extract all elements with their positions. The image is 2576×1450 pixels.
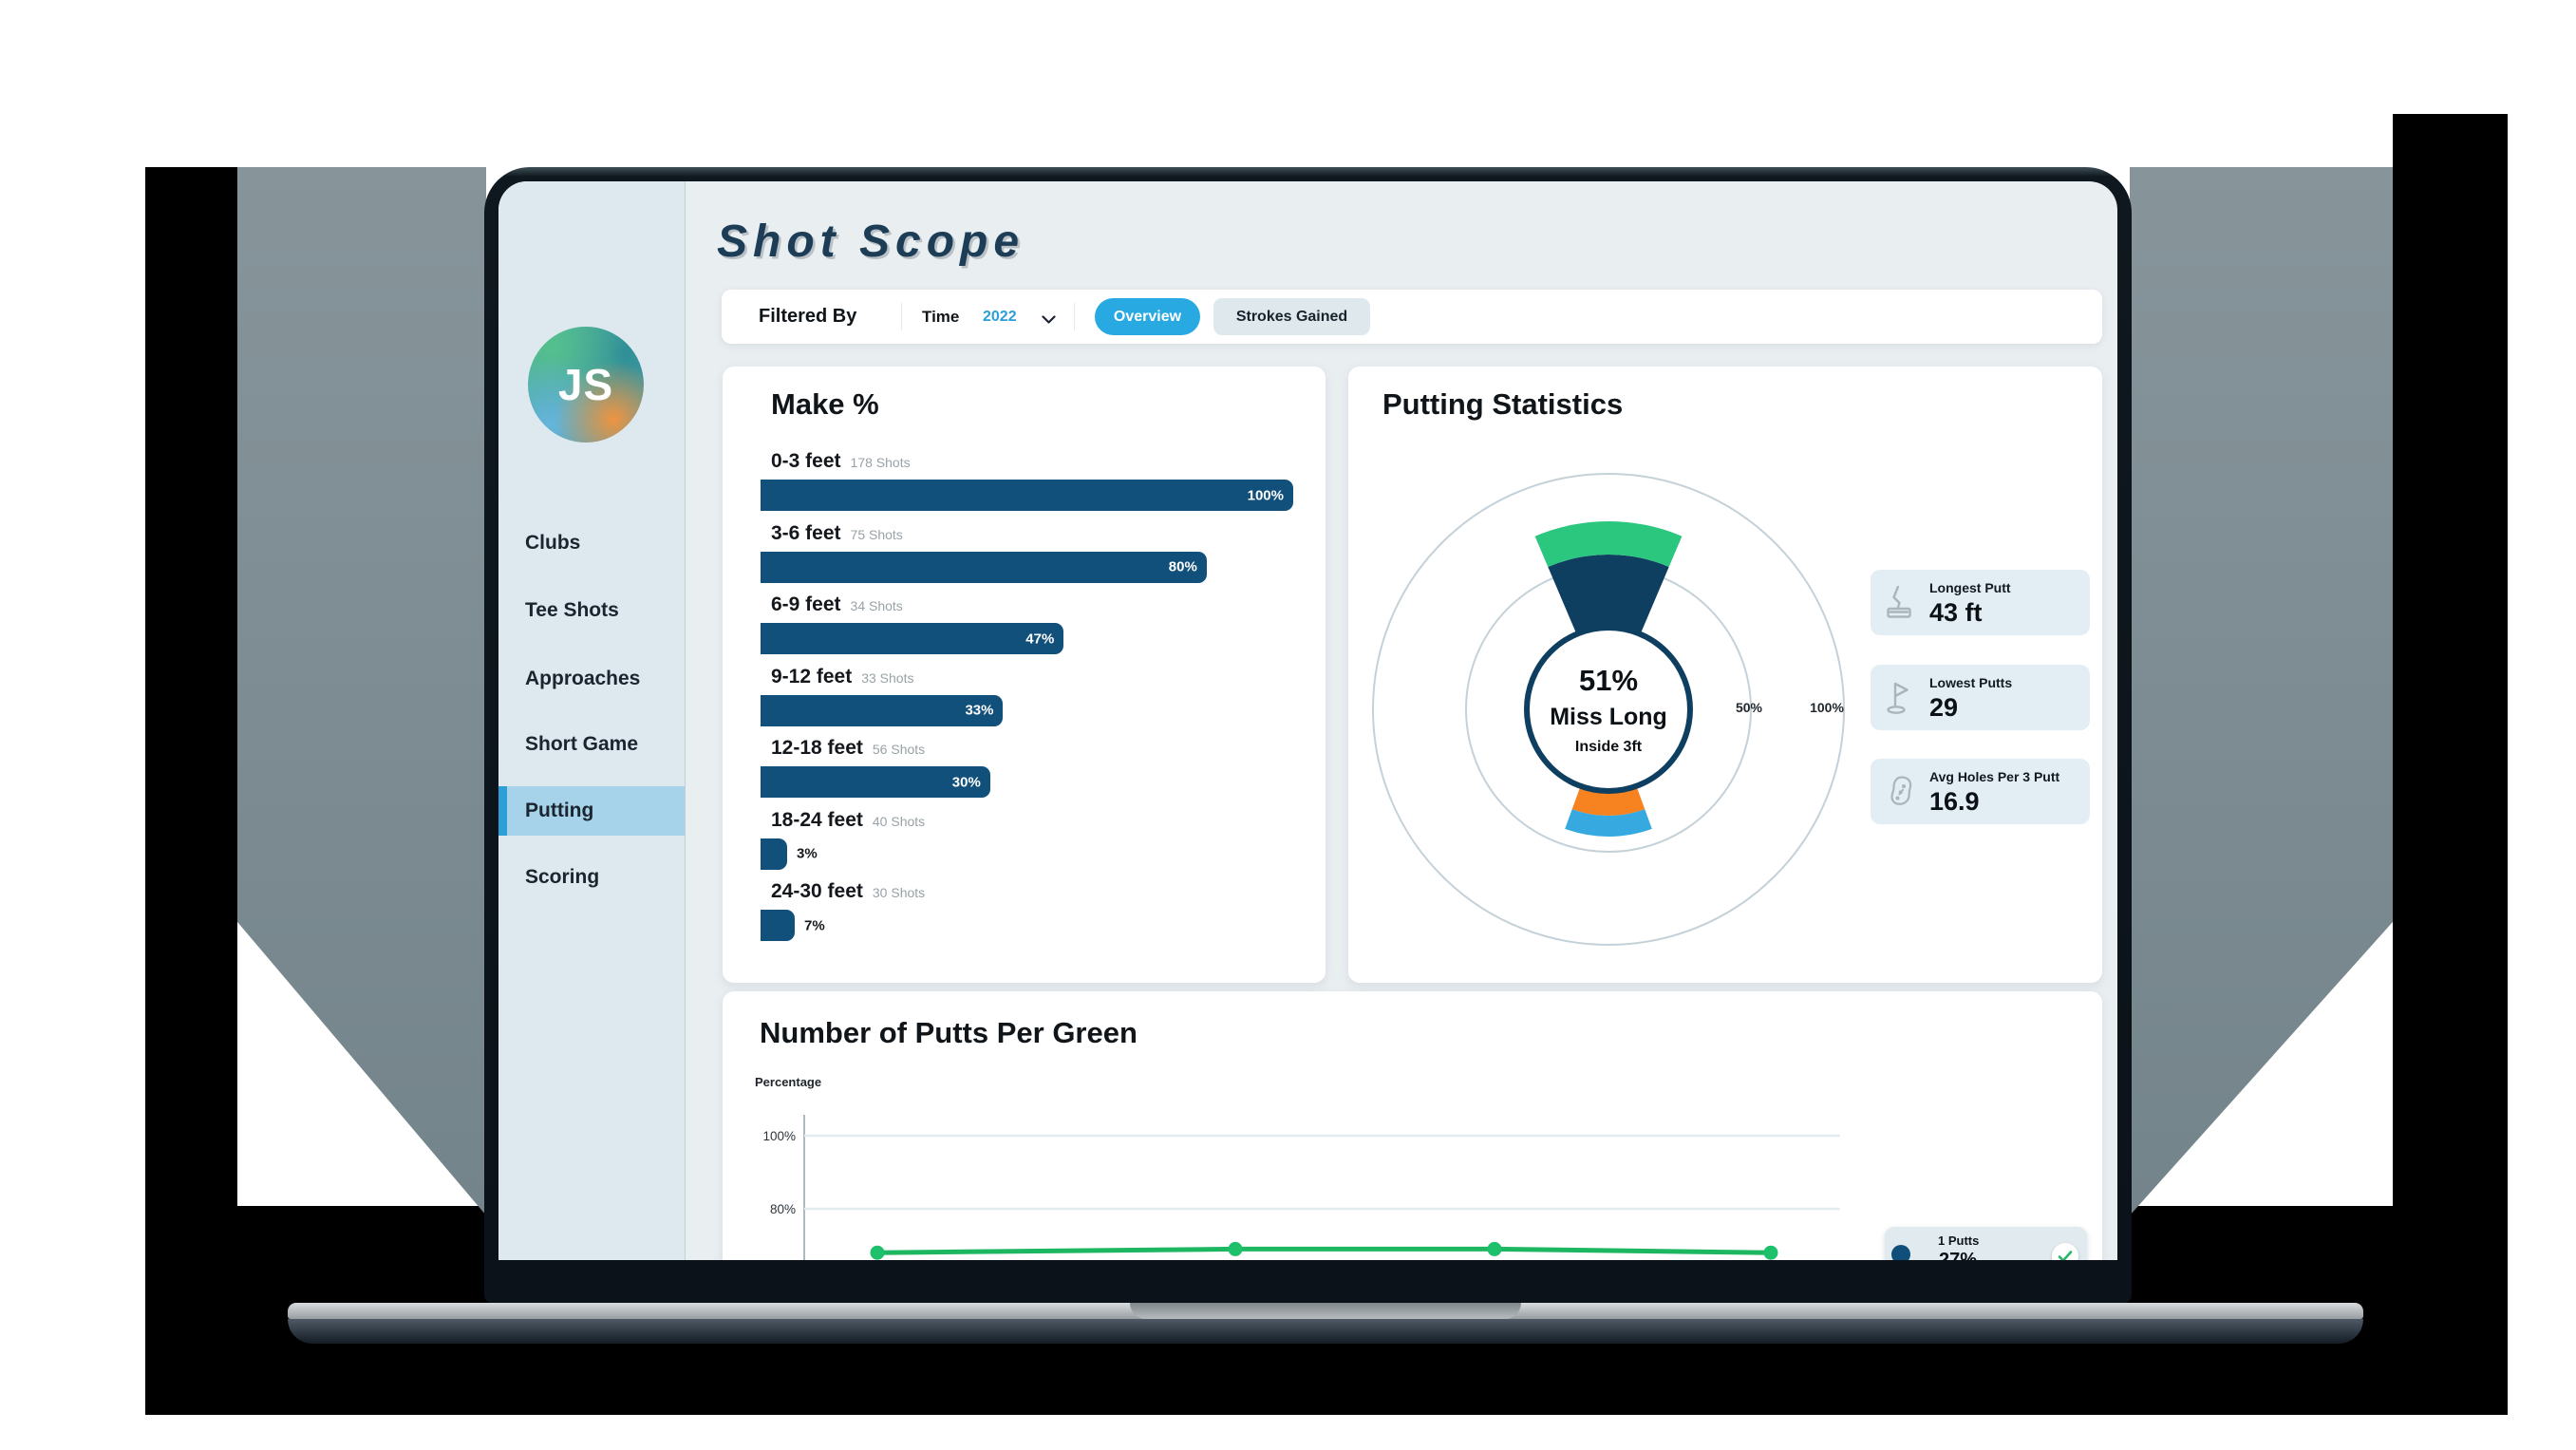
bar-shots-count: 178 Shots bbox=[850, 455, 911, 470]
bar-value-label: 47% bbox=[1025, 631, 1055, 647]
sidebar-item-tee-shots[interactable]: Tee Shots bbox=[525, 599, 619, 621]
brand-logo: Shot Scope bbox=[717, 217, 1025, 267]
make-bar-row-12-18-feet: 12-18 feet 56 Shots 30% bbox=[723, 737, 1326, 803]
putting-statistics-title: Putting Statistics bbox=[1382, 387, 1624, 421]
laptop-base-notch bbox=[1130, 1303, 1521, 1319]
bar-shots-count: 30 Shots bbox=[872, 885, 926, 900]
sidebar-item-approaches[interactable]: Approaches bbox=[525, 668, 641, 689]
bar-9-12-feet: 33% bbox=[761, 694, 1004, 726]
bar-shots-count: 56 Shots bbox=[872, 742, 926, 757]
bar-value-label: 30% bbox=[951, 774, 981, 790]
check-icon bbox=[2058, 1250, 2073, 1260]
sidebar-item-short-game[interactable]: Short Game bbox=[525, 733, 639, 755]
bar-range-label: 6-9 feet 34 Shots bbox=[771, 593, 903, 615]
y-axis-title: Percentage bbox=[755, 1075, 822, 1089]
bar-range-label: 3-6 feet 75 Shots bbox=[771, 521, 903, 544]
bar-value-label: 80% bbox=[1168, 558, 1197, 575]
gauge-center-sublabel: Inside 3ft bbox=[1575, 739, 1643, 755]
bar-3-6-feet: 80% bbox=[761, 551, 1207, 583]
putter-icon bbox=[1882, 583, 1920, 621]
sidebar-item-clubs[interactable]: Clubs bbox=[525, 532, 581, 554]
gauge-center-label: Miss Long bbox=[1550, 704, 1667, 730]
putts-per-green-panel: Number of Putts Per Green Percentage 100… bbox=[723, 991, 2102, 1260]
make-bar-row-0-3-feet: 0-3 feet 178 Shots 100% bbox=[723, 450, 1326, 517]
legend-toggle-checkbox[interactable] bbox=[2052, 1243, 2078, 1260]
divider bbox=[901, 303, 902, 330]
putting-statistics-panel: Putting Statistics 51% Miss Long Inside 3f… bbox=[1348, 367, 2102, 983]
time-label: Time bbox=[922, 307, 960, 326]
bar-6-9-feet: 47% bbox=[761, 623, 1064, 654]
bar-0-3-feet: 100% bbox=[761, 480, 1293, 511]
avatar[interactable]: JS bbox=[528, 327, 644, 443]
make-bar-row-3-6-feet: 3-6 feet 75 Shots 80% bbox=[723, 522, 1326, 589]
bar-18-24-feet: 3% bbox=[761, 838, 818, 870]
bar-shots-count: 33 Shots bbox=[861, 669, 914, 686]
stat-label: Avg Holes Per 3 Putt bbox=[1929, 769, 2060, 784]
stat-card-avg-holes-per-3-putt: Avg Holes Per 3 Putt 16.9 bbox=[1871, 759, 2090, 824]
bar-range-label: 18-24 feet 40 Shots bbox=[771, 808, 926, 831]
y-axis-tick: 100% bbox=[762, 1129, 796, 1143]
bar-shots-count: 75 Shots bbox=[850, 526, 903, 542]
gauge-ring-label: 50% bbox=[1736, 700, 1763, 715]
bar-24-30-feet: 7% bbox=[761, 910, 825, 941]
filtered-by-label: Filtered By bbox=[759, 306, 857, 327]
flag-icon bbox=[1882, 678, 1920, 716]
filter-bar: Filtered By Time 2022 Overview Strokes G… bbox=[722, 290, 2102, 344]
stat-card-lowest-putts: Lowest Putts 29 bbox=[1871, 665, 2090, 730]
time-value-dropdown[interactable]: 2022 bbox=[983, 308, 1017, 325]
putting-direction-gauge: 51% Miss Long Inside 3ft 50% 100% bbox=[1372, 473, 1845, 946]
avatar-initials: JS bbox=[557, 360, 614, 409]
legend-series-dot bbox=[1891, 1245, 1910, 1260]
divider bbox=[1074, 303, 1075, 330]
gauge-center-value: 51% bbox=[1579, 664, 1638, 697]
bar-range-label: 0-3 feet 178 Shots bbox=[771, 450, 911, 472]
make-percent-panel: Make % 0-3 feet 178 Shots 100% 3-6 feet 75 S… bbox=[723, 367, 1326, 983]
legend-series-value: 27% bbox=[1939, 1250, 1978, 1260]
bar-range-label: 9-12 feet 33 Shots bbox=[771, 665, 914, 687]
bar-range-label: 12-18 feet 56 Shots bbox=[771, 737, 926, 759]
backdrop-reflection-left bbox=[237, 167, 486, 1215]
bar-value-label: 7% bbox=[804, 917, 825, 933]
make-percent-title: Make % bbox=[771, 387, 879, 421]
legend-card-1-putts: 1 Putts 27% bbox=[1885, 1227, 2087, 1260]
sidebar: JS Clubs Tee Shots Approaches Short Game Put… bbox=[498, 181, 686, 1260]
backdrop-reflection-right bbox=[2130, 167, 2393, 1215]
bar-12-18-feet: 30% bbox=[761, 766, 990, 798]
sidebar-item-putting[interactable]: Putting bbox=[498, 786, 685, 836]
stat-card-longest-putt: Longest Putt 43 ft bbox=[1871, 570, 2090, 635]
legend-series-label: 1 Putts bbox=[1938, 1233, 1980, 1248]
stat-label: Longest Putt bbox=[1929, 580, 2011, 595]
stat-value: 29 bbox=[1929, 693, 1959, 722]
y-axis-tick: 80% bbox=[770, 1202, 796, 1216]
stat-label: Lowest Putts bbox=[1929, 675, 2013, 690]
stat-value: 43 ft bbox=[1929, 598, 1983, 627]
make-bar-row-9-12-feet: 9-12 feet 33 Shots 33% bbox=[723, 666, 1326, 732]
gauge-ring-label: 100% bbox=[1810, 700, 1844, 715]
sidebar-item-scoring[interactable]: Scoring bbox=[525, 866, 600, 888]
putts-line-chart: 100% 80% bbox=[762, 1115, 1840, 1260]
tab-strokes-gained[interactable]: Strokes Gained bbox=[1213, 298, 1370, 335]
bar-value-label: 3% bbox=[797, 845, 818, 862]
tab-overview[interactable]: Overview bbox=[1095, 298, 1200, 335]
putts-per-green-title: Number of Putts Per Green bbox=[760, 1016, 1138, 1049]
stat-value: 16.9 bbox=[1929, 787, 1980, 816]
bar-shots-count: 34 Shots bbox=[850, 598, 903, 613]
bar-value-label: 100% bbox=[1247, 487, 1284, 503]
bar-range-label: 24-30 feet 30 Shots bbox=[771, 880, 926, 902]
make-bar-row-6-9-feet: 6-9 feet 34 Shots 47% bbox=[723, 593, 1326, 660]
laptop-screen: JS Clubs Tee Shots Approaches Short Game Put… bbox=[498, 181, 2117, 1260]
laptop-base-body bbox=[288, 1319, 2363, 1344]
backdrop-shadow-right bbox=[2393, 114, 2508, 1415]
chevron-down-icon[interactable] bbox=[1042, 312, 1056, 330]
make-bar-row-24-30-feet: 24-30 feet 30 Shots 7% bbox=[723, 880, 1326, 947]
make-bar-row-18-24-feet: 18-24 feet 40 Shots 3% bbox=[723, 809, 1326, 876]
bar-value-label: 33% bbox=[965, 702, 994, 719]
bar-shots-count: 40 Shots bbox=[872, 813, 926, 829]
route-icon bbox=[1882, 772, 1920, 810]
